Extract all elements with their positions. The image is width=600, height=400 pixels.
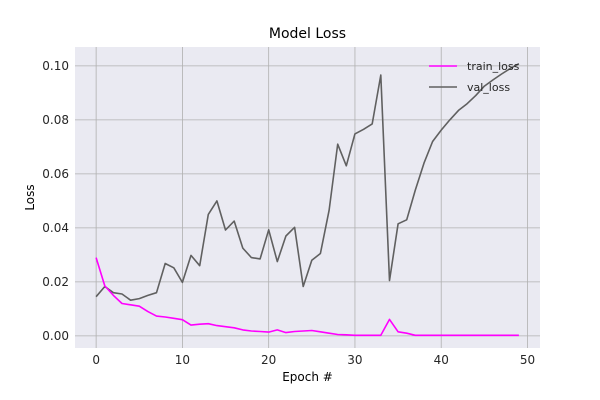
x-tick-label: 20	[261, 353, 276, 367]
legend-label: val_loss	[467, 81, 510, 94]
x-tick-label: 30	[347, 353, 362, 367]
plot-area	[75, 47, 540, 348]
y-axis-label: Loss	[23, 184, 37, 210]
y-tick-label: 0.04	[42, 221, 69, 235]
series-line-val-loss	[95, 63, 520, 302]
x-tick-label: 40	[434, 353, 449, 367]
x-tick-label: 0	[92, 353, 100, 367]
tick-labels: 0 10 20 30 40 50 0.00 0.02 0.04 0.06 0.08 0.10	[42, 59, 535, 367]
legend: train_loss val_loss	[429, 60, 520, 94]
x-tick-label: 10	[175, 353, 190, 367]
y-tick-label: 0.10	[42, 59, 69, 73]
series-line-train-loss	[95, 257, 519, 337]
chart-title: Model Loss	[269, 26, 346, 42]
y-tick-label: 0.08	[42, 113, 69, 127]
legend-label: train_loss	[467, 60, 520, 73]
grid	[75, 47, 540, 348]
x-axis-label: Epoch #	[282, 370, 333, 384]
y-tick-label: 0.06	[42, 167, 69, 181]
series-layer	[95, 63, 520, 337]
y-tick-label: 0.02	[42, 275, 69, 289]
x-tick-label: 50	[520, 353, 535, 367]
y-tick-label: 0.00	[42, 329, 69, 343]
